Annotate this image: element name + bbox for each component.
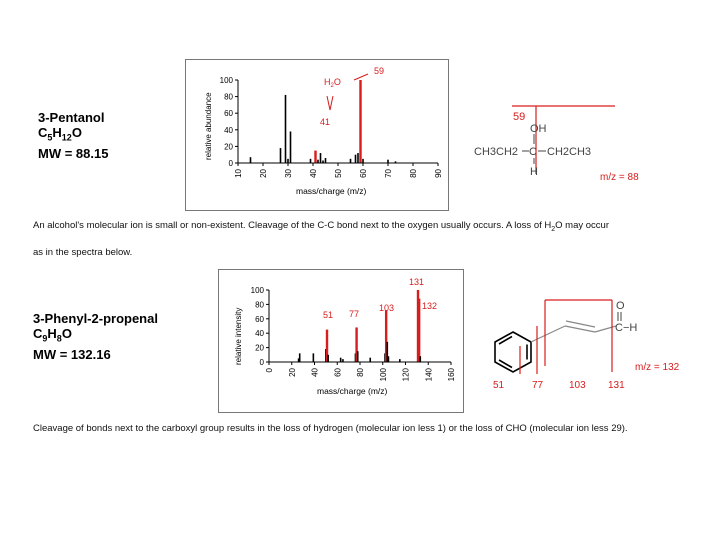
spectrum2-label-131: 131 xyxy=(409,277,424,287)
spectrum2-ytick-label: 100 xyxy=(251,286,265,295)
spectrum1-xtick-label: 20 xyxy=(259,168,268,177)
compound1-info: 3-Pentanol C5H12O MW = 88.15 xyxy=(38,110,108,161)
spectrum1-ytick-label: 80 xyxy=(224,93,233,102)
spectrum2-label-132: 132 xyxy=(422,301,437,311)
spectrum1-water-arrow xyxy=(326,95,334,111)
spectrum2-ytick-label: 20 xyxy=(255,344,264,353)
spectrum2-panel: 100 80 60 40 20 0 0 20 40 60 80 100 120 140 160 relat… xyxy=(218,269,464,413)
spectrum2-label-77: 77 xyxy=(349,309,359,319)
spectrum1-xtick-label: 10 xyxy=(234,168,243,177)
spectrum2-xtick-label: 100 xyxy=(379,367,388,381)
spectrum2-ytick-label: 0 xyxy=(260,358,265,367)
spectrum2-label-103: 103 xyxy=(379,303,394,313)
spectrum2-xtick-label: 140 xyxy=(424,367,433,381)
structure1-chain-left: CH3CH2 xyxy=(474,146,518,158)
spectrum1-label-41: 41 xyxy=(320,117,330,127)
compound1-formula: C5H12O xyxy=(38,125,82,143)
structure2-frag-103: 103 xyxy=(569,380,586,391)
spectrum2-label-51: 51 xyxy=(323,310,333,320)
spectrum1-ytick-label: 20 xyxy=(224,142,233,151)
structure2-bond2 xyxy=(564,325,596,333)
spectrum1-xtick-label: 50 xyxy=(334,168,343,177)
structure2-frag-51: 51 xyxy=(493,380,505,391)
spectrum1-ytick-label: 100 xyxy=(220,76,234,85)
structure2-ring-double3 xyxy=(498,359,513,369)
caption2: Cleavage of bonds next to the carboxyl g… xyxy=(33,423,628,434)
spectrum2-chart: 100 80 60 40 20 0 0 20 40 60 80 100 120 140 160 relat… xyxy=(234,277,456,396)
structure2-frag-131: 131 xyxy=(608,380,625,391)
compound2-name: 3-Phenyl-2-propenal xyxy=(33,311,158,326)
structure1-center: C xyxy=(529,146,537,158)
structure2-bond3 xyxy=(594,325,617,333)
caption1-line2: as in the spectra below. xyxy=(33,246,133,258)
spectrum2-ytick-label: 60 xyxy=(255,315,264,324)
spectrum2-xlabel: mass/charge (m/z) xyxy=(317,386,388,396)
spectrum1-water-label: H2O xyxy=(324,77,341,89)
spectrum1-xtick-label: 30 xyxy=(284,168,293,177)
spectrum2-xtick-label: 160 xyxy=(447,367,456,381)
spectrum2-xtick-label: 80 xyxy=(356,367,365,376)
spectrum1-water-arrow-top xyxy=(353,73,369,81)
structure1-chain-right: CH2CH3 xyxy=(547,146,591,158)
spectrum1-ytick-label: 0 xyxy=(229,159,234,168)
structure2-drawing: O C−H m/z = 132 51 77 103 131 xyxy=(493,299,680,391)
spectrum2-ytick-label: 80 xyxy=(255,300,264,309)
structure2: O C−H m/z = 132 51 77 103 131 xyxy=(485,296,705,396)
spectrum2-xtick-label: 60 xyxy=(333,367,342,376)
spectrum1-ylabel: relative abundance xyxy=(204,92,213,160)
spectrum2-xtick-label: 0 xyxy=(265,367,274,372)
structure2-ch: C−H xyxy=(615,322,637,334)
spectrum2-xtick-label: 120 xyxy=(402,367,411,381)
structure1-frag-label: 59 xyxy=(513,111,525,123)
structure2-ring-double1 xyxy=(498,335,513,345)
spectrum1-panel: 100 80 60 40 20 0 10 20 30 40 50 60 70 80 90 relative… xyxy=(185,59,449,211)
spectrum1-ytick-label: 60 xyxy=(224,109,233,118)
spectrum1-xtick-label: 70 xyxy=(384,168,393,177)
structure2-benzene-ring xyxy=(494,331,532,373)
caption1: An alcohol's molecular ion is small or n… xyxy=(33,219,705,259)
spectrum2-xtick-label: 20 xyxy=(288,367,297,376)
structure2-frag-77: 77 xyxy=(532,380,544,391)
spectrum1-xtick-label: 90 xyxy=(434,168,443,177)
spectrum1-xlabel: mass/charge (m/z) xyxy=(296,186,367,196)
spectrum1-xtick-label: 60 xyxy=(359,168,368,177)
structure2-mz: m/z = 132 xyxy=(635,362,680,373)
structure1-drawing: 59 OH CH3CH2 C CH2CH3 H m/z = 88 xyxy=(474,105,639,183)
compound1-mw: MW = 88.15 xyxy=(38,145,109,161)
spectrum1-chart: 100 80 60 40 20 0 10 20 30 40 50 60 70 80 90 relative… xyxy=(204,66,443,196)
structure1-oh: OH xyxy=(530,123,547,135)
structure1: 59 OH CH3CH2 C CH2CH3 H m/z = 88 xyxy=(470,100,670,190)
caption1-line1: An alcohol's molecular ion is small or n… xyxy=(33,220,610,233)
spectrum1-label-59: 59 xyxy=(374,66,384,76)
spectrum1-xtick-label: 80 xyxy=(409,168,418,177)
spectrum2-xtick-label: 40 xyxy=(311,367,320,376)
compound2-formula: C9H8O xyxy=(33,326,72,344)
structure2-double-bond xyxy=(565,320,596,328)
spectrum2-ylabel: relative intensity xyxy=(234,308,243,365)
compound1-name: 3-Pentanol xyxy=(38,110,105,125)
structure2-bond1 xyxy=(530,325,566,343)
spectrum1-xtick-label: 40 xyxy=(309,168,318,177)
structure2-o: O xyxy=(616,300,625,312)
spectrum1-ytick-label: 40 xyxy=(224,126,233,135)
compound2-mw: MW = 132.16 xyxy=(33,346,111,362)
spectrum2-ytick-label: 40 xyxy=(255,329,264,338)
structure1-h: H xyxy=(530,166,538,178)
compound2-info: 3-Phenyl-2-propenal C9H8O MW = 132.16 xyxy=(33,311,158,362)
structure1-mz: m/z = 88 xyxy=(600,172,639,183)
